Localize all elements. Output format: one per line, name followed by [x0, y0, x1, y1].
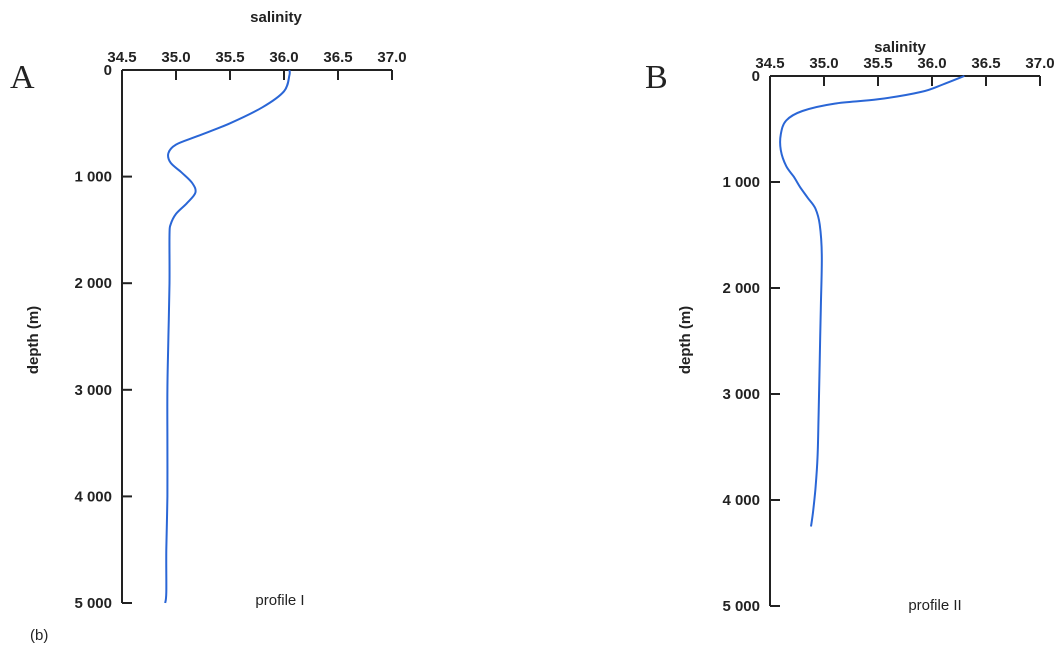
x-ticks-a: 34.5 35.0 35.5 36.0 36.5 37.0 [107, 49, 407, 80]
profile-caption-b: profile II [908, 597, 961, 614]
y-tick-label-b: 0 [752, 68, 760, 85]
x-tick-label-b: 35.0 [809, 55, 838, 72]
y-axis-title-b: depth (m) [677, 306, 694, 374]
panel-label-b: B [645, 59, 668, 96]
y-ticks-a: 0 1 000 2 000 3 000 4 000 5 000 [74, 62, 132, 612]
x-tick-label-a: 36.5 [323, 49, 352, 66]
series-b [779, 75, 965, 527]
profile-caption-a: profile I [255, 592, 304, 609]
y-tick-label-a: 0 [104, 62, 112, 79]
y-ticks-b: 0 1 000 2 000 3 000 4 000 5 000 [722, 68, 780, 615]
y-tick-label-a: 3 000 [74, 382, 112, 399]
y-tick-label-b: 5 000 [722, 598, 760, 615]
x-axis-title-b: salinity [874, 39, 926, 56]
x-tick-label-b: 35.5 [863, 55, 892, 72]
salinity-curve-b [779, 75, 965, 527]
x-tick-label-b: 36.5 [971, 55, 1000, 72]
y-tick-label-a: 1 000 [74, 169, 112, 186]
y-axis-title-a: depth (m) [25, 306, 42, 374]
x-tick-label-a: 37.0 [377, 49, 406, 66]
y-tick-label-b: 3 000 [722, 386, 760, 403]
y-tick-label-a: 5 000 [74, 595, 112, 612]
y-tick-label-b: 1 000 [722, 174, 760, 191]
series-a [164, 69, 291, 604]
x-tick-label-b: 37.0 [1025, 55, 1054, 72]
panel-label-a: A [10, 59, 35, 96]
y-tick-label-a: 4 000 [74, 488, 112, 505]
panel-a: A salinity depth (m) profile I 34.5 35.0 3… [10, 9, 407, 612]
axes-a [121, 69, 392, 603]
x-tick-label-a: 35.5 [215, 49, 244, 66]
x-tick-label-a: 35.0 [161, 49, 190, 66]
figure-label: (b) [30, 627, 48, 644]
panel-b: B salinity depth (m) profile II 34.5 35.0… [645, 39, 1055, 615]
salinity-curve-a [164, 69, 291, 604]
y-tick-label-b: 2 000 [722, 280, 760, 297]
x-axis-title-a: salinity [250, 9, 302, 26]
y-tick-label-a: 2 000 [74, 275, 112, 292]
x-tick-label-b: 36.0 [917, 55, 946, 72]
x-tick-label-b: 34.5 [755, 55, 784, 72]
axes-b [769, 75, 1040, 606]
x-tick-label-a: 34.5 [107, 49, 136, 66]
x-ticks-b: 34.5 35.0 35.5 36.0 36.5 37.0 [755, 55, 1055, 86]
y-tick-label-b: 4 000 [722, 492, 760, 509]
x-tick-label-a: 36.0 [269, 49, 298, 66]
